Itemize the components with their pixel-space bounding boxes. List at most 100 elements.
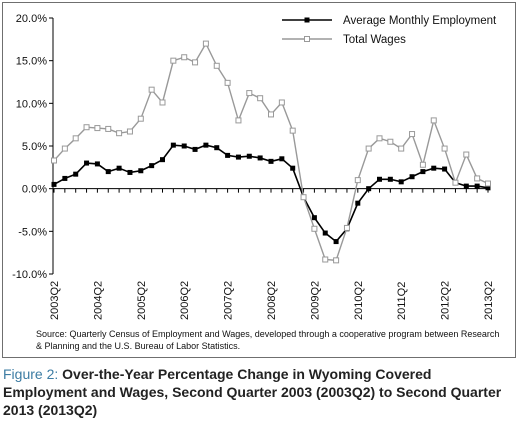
employment-point [94,161,100,167]
wages-point [213,62,220,69]
employment-point [138,168,144,174]
wages-point [430,117,437,124]
wages-point [474,175,481,182]
wages-point [268,111,274,118]
figure-title: Over-the-Year Percentage Change in Wyomi… [3,366,502,418]
wages-point [246,90,253,97]
wages-point [333,257,340,264]
wages-point [202,40,209,47]
x-tick-label: 2011Q2 [396,282,408,320]
legend: Average Monthly Employment Total Wages [282,15,497,46]
wages-point [387,138,394,145]
x-tick-label: 2006Q2 [179,281,191,320]
employment-point [62,175,68,181]
wages-point [376,135,383,142]
wages-point [311,225,318,232]
wages-point [61,145,68,152]
x-tick-label: 2013Q2 [483,281,495,320]
employment-point [149,163,155,169]
wages-point [224,79,231,86]
wages-point [235,117,242,124]
y-tick-label: 0.0% [22,184,47,196]
x-tick-label: 2012Q2 [440,281,452,320]
wages-point [257,95,264,102]
legend-label: Total Wages [343,34,406,46]
employment-point [377,176,382,182]
series-line-wages [53,42,489,262]
wages-point [94,125,101,132]
y-tick-label: -10.0% [12,269,47,281]
employment-point [366,186,372,192]
x-tick-label: 2004Q2 [92,281,104,320]
line-chart: -10.0% -5.0% 0.0% 5.0% 10.0% 15.0% 20.0% 2003Q2… [12,13,497,320]
wages-point [463,151,470,158]
employment-point [73,171,79,177]
wages-point [83,124,90,131]
x-tick-label: 2008Q2 [266,281,278,320]
chart-frame [2,2,516,358]
employment-point [105,169,111,175]
employment-point [355,200,361,206]
employment-point [322,230,328,236]
wages-point [398,145,405,152]
x-tick-label: 2003Q2 [49,281,61,320]
employment-point [181,143,187,149]
wages-point [322,256,329,263]
employment-point [474,183,480,189]
wages-point [289,127,296,134]
wages-point [148,86,155,93]
employment-point [192,146,198,152]
employment-point [463,183,469,189]
wages-point [419,161,426,168]
wages-point [452,179,459,186]
employment-point [127,169,133,175]
x-tick-label: 2009Q2 [309,281,321,320]
series-layer [51,40,491,264]
wages-point [485,180,491,187]
y-tick-label: 15.0% [16,56,47,68]
employment-point [170,142,176,148]
axes: -10.0% -5.0% 0.0% 5.0% 10.0% 15.0% 20.0% 2003Q2… [12,13,495,320]
employment-point [398,179,404,185]
employment-point [235,154,241,160]
employment-point [311,215,317,221]
wages-point [116,130,123,137]
wages-point [72,135,79,142]
wages-point [409,131,416,138]
employment-point [387,176,393,182]
wages-point [126,128,133,135]
wages-point [300,194,307,201]
legend-label: Average Monthly Employment [343,15,497,27]
legend-swatch-marker [304,36,310,42]
employment-point [431,165,437,171]
wages-point [278,99,285,106]
wages-point [365,145,372,152]
wages-point [441,145,448,152]
y-tick-label: 20.0% [16,13,47,25]
employment-point [268,158,274,164]
wages-point [354,177,361,184]
y-tick-label: 5.0% [22,141,47,153]
employment-point [116,165,122,171]
employment-point [442,166,448,172]
x-tick-label: 2010Q2 [353,281,365,320]
source-note: Source: Quarterly Census of Employment a… [36,329,500,351]
wages-point [181,54,188,61]
wages-point [105,125,112,132]
employment-point [290,165,296,171]
employment-point [160,157,165,163]
employment-point [214,145,220,151]
employment-point [84,160,90,166]
employment-point [420,169,426,175]
employment-point [225,152,231,158]
wages-point [137,115,144,122]
wages-point [51,157,57,164]
employment-point [409,174,415,180]
x-tick-label: 2007Q2 [223,281,235,320]
x-tick-label: 2005Q2 [136,281,148,320]
employment-point [333,239,339,245]
y-tick-label: -5.0% [18,226,47,238]
employment-point [485,185,491,191]
wages-point [192,59,199,66]
employment-point [246,153,252,159]
